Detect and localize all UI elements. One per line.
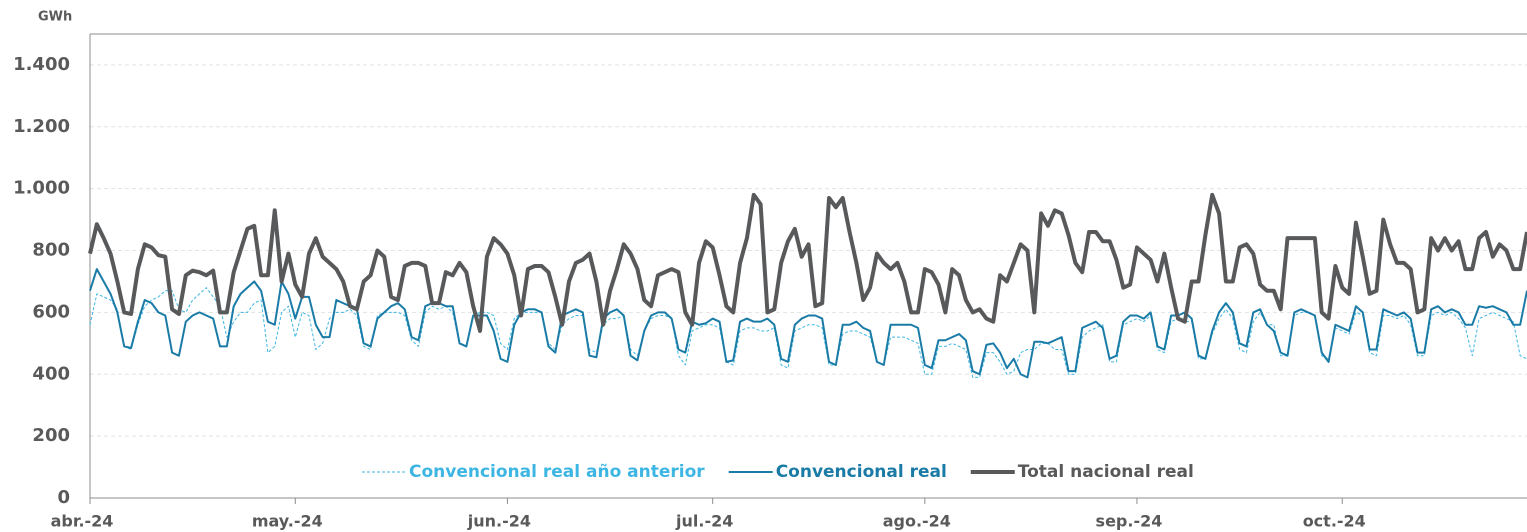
x-tick-label: jul.-24 xyxy=(675,512,733,531)
y-tick-label: 1.200 xyxy=(13,116,70,137)
y-axis-label: GWh xyxy=(38,10,72,25)
y-tick-label: 0 xyxy=(57,487,70,508)
x-tick-label: sep.-24 xyxy=(1096,512,1163,531)
x-tick-label: may.-24 xyxy=(252,512,323,531)
x-tick-label: oct.-24 xyxy=(1303,512,1366,531)
y-tick-label: 800 xyxy=(32,240,70,261)
line-series xyxy=(88,192,1527,333)
legend-label: Total nacional real xyxy=(1018,462,1194,482)
line-series xyxy=(89,268,1527,379)
x-tick-label: ago.-24 xyxy=(883,512,951,531)
y-tick-label: 600 xyxy=(32,301,70,322)
x-tick-label: jun.-24 xyxy=(467,512,531,531)
y-tick-label: 200 xyxy=(32,425,70,446)
legend-label: Convencional real xyxy=(776,462,947,482)
y-tick-label: 1.000 xyxy=(13,178,70,199)
y-tick-label: 1.400 xyxy=(13,54,70,75)
line-series xyxy=(89,287,1527,378)
y-tick-label: 400 xyxy=(32,363,70,384)
x-tick-label: abr.-24 xyxy=(51,512,114,531)
legend-label: Convencional real año anterior xyxy=(409,462,705,482)
